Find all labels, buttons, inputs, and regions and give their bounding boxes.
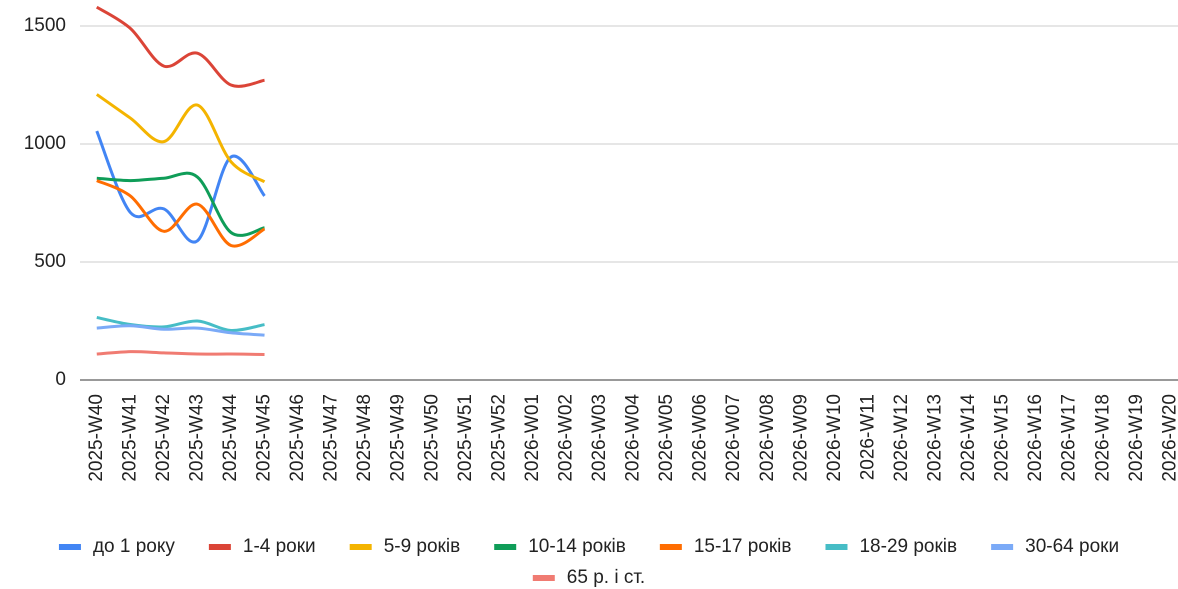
x-tick-label: 2026-W08	[757, 394, 778, 482]
x-tick-label: 2026-W17	[1059, 394, 1080, 482]
series-line	[96, 171, 265, 237]
y-tick-label: 1500	[24, 15, 66, 36]
x-tick-label: 2026-W03	[589, 394, 610, 482]
series-line	[95, 130, 266, 244]
y-tick-label: 0	[55, 369, 66, 390]
x-tick-label: 2025-W45	[254, 394, 275, 482]
x-tick-label: 2026-W04	[623, 394, 644, 482]
legend-label: 30-64 роки	[1025, 536, 1119, 557]
x-tick-label: 2025-W49	[388, 394, 409, 482]
x-tick-label: 2025-W52	[488, 394, 509, 482]
x-tick-label: 2026-W07	[723, 394, 744, 482]
series-line	[96, 350, 265, 357]
x-tick-label: 2025-W47	[321, 394, 342, 482]
x-tick-label: 2026-W06	[690, 394, 711, 482]
x-tick-label: 2026-W15	[992, 394, 1013, 482]
x-tick-label: 2025-W44	[220, 394, 241, 482]
y-tick-label: 500	[34, 251, 66, 272]
legend-item: 65 р. і ст.	[532, 567, 645, 588]
x-tick-label: 2025-W50	[421, 394, 442, 482]
x-tick-label: 2026-W20	[1159, 394, 1178, 482]
legend-label: 1-4 роки	[243, 536, 316, 557]
x-tick-label: 2026-W05	[656, 394, 677, 482]
legend-label: 65 р. і ст.	[567, 567, 645, 588]
series-line	[96, 179, 266, 248]
legend-label: до 1 року	[93, 536, 175, 557]
x-tick-label: 2026-W09	[790, 394, 811, 482]
legend-item: 1-4 роки	[208, 536, 316, 557]
x-tick-label: 2026-W19	[1126, 394, 1147, 482]
x-tick-label: 2026-W02	[555, 394, 576, 482]
legend-item: 5-9 років	[349, 536, 461, 557]
x-tick-label: 2025-W51	[455, 394, 476, 482]
legend-label: 18-29 років	[859, 536, 957, 557]
x-tick-label: 2026-W14	[958, 394, 979, 482]
legend-label: 10-14 років	[528, 536, 626, 557]
x-tick-label: 2026-W16	[1025, 394, 1046, 482]
legend-item: 10-14 років	[494, 536, 626, 557]
series-line	[95, 5, 265, 88]
series-line	[96, 315, 265, 332]
series-line	[96, 324, 265, 337]
x-tick-label: 2025-W43	[186, 394, 207, 482]
x-tick-label: 2025-W42	[153, 394, 174, 482]
legend-item: 18-29 років	[825, 536, 957, 557]
x-tick-label: 2025-W40	[86, 394, 107, 482]
series-line	[95, 93, 266, 184]
x-tick-label: 2025-W46	[287, 394, 308, 482]
x-tick-label: 2026-W12	[891, 394, 912, 482]
x-tick-label: 2026-W01	[522, 394, 543, 482]
x-tick-label: 2026-W13	[925, 394, 946, 482]
x-tick-label: 2026-W10	[824, 394, 845, 482]
y-tick-label: 1000	[24, 133, 66, 154]
x-tick-label: 2025-W41	[119, 394, 140, 482]
x-tick-label: 2026-W11	[857, 394, 878, 480]
legend-label: 15-17 років	[694, 536, 792, 557]
x-tick-label: 2025-W48	[354, 394, 375, 482]
x-tick-label: 2026-W18	[1092, 394, 1113, 482]
legend-item: 15-17 років	[659, 536, 792, 557]
legend-item: до 1 року	[58, 536, 175, 557]
legend-label: 5-9 років	[384, 536, 461, 557]
legend-item: 30-64 роки	[991, 536, 1119, 557]
